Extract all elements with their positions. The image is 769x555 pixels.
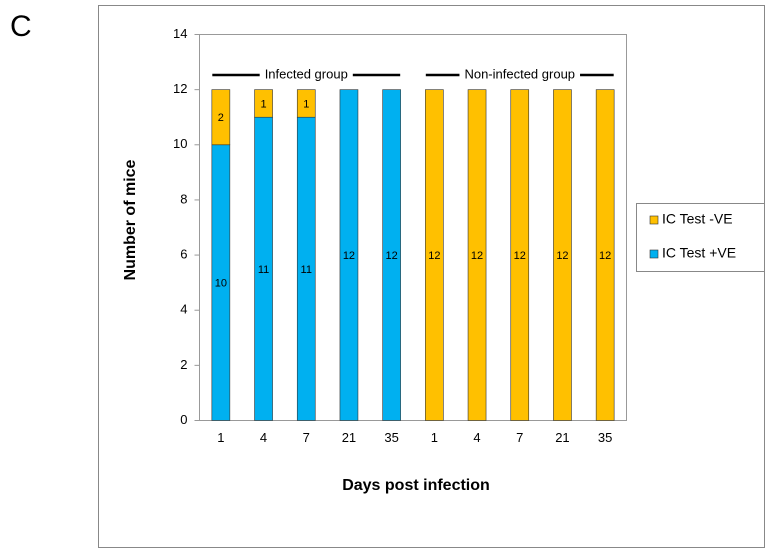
- annotation: Non-infected group: [464, 66, 575, 81]
- bar-segment: [467, 89, 487, 421]
- legend: [636, 203, 765, 272]
- data-label: 11: [258, 264, 269, 276]
- bar-segment: [425, 89, 444, 421]
- y-axis-title: Number of mice: [122, 159, 139, 280]
- data-label: 12: [386, 250, 398, 262]
- data-label: 11: [301, 264, 312, 276]
- legend-swatch: [649, 215, 659, 225]
- bar-segment: [595, 89, 615, 421]
- x-tick-label: 7: [516, 430, 523, 445]
- x-tick-label: 35: [384, 430, 398, 445]
- y-tick-label: 10: [173, 136, 187, 151]
- x-tick-label: 4: [260, 430, 267, 445]
- y-tick-label: 12: [173, 81, 187, 96]
- data-label: 12: [343, 250, 355, 262]
- data-label: 12: [599, 250, 611, 262]
- bar-segment: [553, 89, 572, 421]
- bar-segment: [382, 89, 401, 421]
- y-tick-label: 14: [173, 26, 187, 41]
- bar-segment: [339, 89, 359, 421]
- y-tick-label: 4: [180, 302, 187, 317]
- bar-segment: [254, 89, 273, 118]
- bar-segment: [211, 89, 231, 146]
- x-tick-label: 1: [217, 430, 224, 445]
- legend-swatch: [649, 249, 659, 259]
- chart-frame: [98, 5, 765, 548]
- legend-label: IC Test -VE: [662, 211, 733, 227]
- y-tick-label: 6: [180, 247, 187, 262]
- data-label: 12: [556, 250, 568, 262]
- y-tick-label: 0: [180, 412, 187, 427]
- bar-segment: [296, 89, 316, 118]
- data-label: 1: [303, 98, 309, 110]
- x-tick-label: 4: [473, 430, 480, 445]
- data-label: 2: [218, 112, 224, 124]
- legend-label: IC Test +VE: [662, 245, 736, 261]
- x-tick-label: 35: [598, 430, 612, 445]
- panel-label: C: [10, 10, 32, 43]
- x-tick-label: 21: [555, 430, 569, 445]
- bar-segment: [510, 89, 530, 421]
- data-label: 1: [260, 98, 266, 110]
- x-axis-title: Days post infection: [342, 477, 490, 494]
- x-tick-label: 7: [303, 430, 310, 445]
- data-label: 12: [471, 250, 483, 262]
- data-label: 10: [215, 278, 227, 290]
- x-tick-label: 1: [431, 430, 438, 445]
- y-tick-label: 2: [180, 357, 187, 372]
- annotation: Infected group: [265, 66, 348, 81]
- data-label: 12: [428, 250, 440, 262]
- data-label: 12: [514, 250, 526, 262]
- plot-area: [199, 34, 627, 421]
- x-tick-label: 21: [342, 430, 356, 445]
- y-tick-label: 8: [180, 191, 187, 206]
